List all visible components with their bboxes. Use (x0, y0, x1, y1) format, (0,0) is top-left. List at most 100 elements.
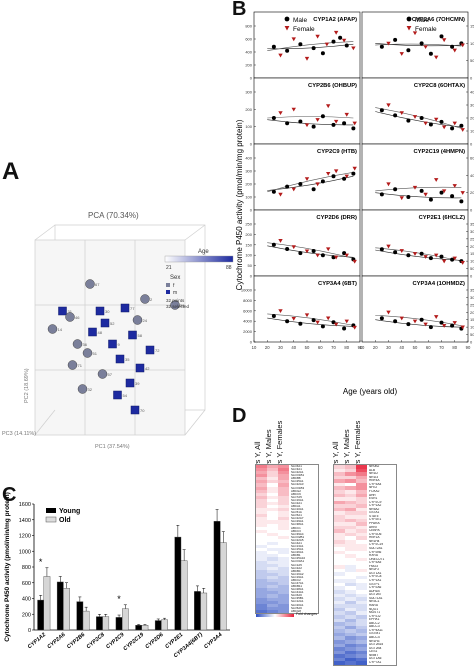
heatmap-cell (267, 545, 278, 549)
fit-line-female (267, 41, 354, 51)
heatmap-cell (356, 654, 367, 658)
heatmap-cell (267, 569, 278, 573)
heatmap-cell (356, 593, 367, 598)
heatmap-cell (256, 471, 267, 475)
female-point (434, 178, 439, 182)
bar-young (56, 581, 64, 631)
heatmap-gene-label: SLC20A1 (291, 603, 304, 607)
heatmap-cell (345, 593, 356, 598)
panel-label-a: A (2, 158, 20, 185)
subplot-y-tick: 3000 (470, 295, 474, 300)
heatmap-cell (278, 603, 289, 607)
heatmap-cell (267, 606, 278, 610)
heatmap-cell (278, 489, 289, 493)
subplot-y-tick: 200 (245, 63, 252, 68)
female-point (352, 325, 357, 330)
heatmap-cell (356, 639, 367, 644)
heatmap-cell (345, 511, 356, 515)
heatmap-gene-label: SLC1A5 (291, 563, 302, 567)
heatmap-cell (356, 625, 367, 630)
scatter-subplot: CYP2A6 (7OHCMN) 0 500 1000 1500 (361, 11, 474, 81)
bar-category-label: CYP1A2 (27, 632, 47, 650)
heatmap-cell (356, 614, 367, 619)
heatmap-cell (334, 475, 345, 480)
male-point (428, 51, 433, 56)
heatmap-cell (256, 603, 267, 607)
male-point (285, 48, 290, 53)
heatmap-cell (345, 468, 356, 473)
heatmap-gene-label: CES1 (369, 650, 378, 654)
scatter-subplot: CYP2E1 (6HCLZ) 0 500 1000 1500 2000 2500 3000 35… (361, 209, 474, 279)
male-point (285, 246, 290, 251)
female-point (351, 46, 356, 51)
scatter-subplot: CYP3A4 (1OHMDZ)0500100015002000250030003… (360, 275, 474, 350)
heatmap-cell (345, 465, 356, 469)
male-point (428, 122, 433, 127)
heatmap-cell (256, 523, 267, 527)
subplot-x-tick: 90 (466, 345, 471, 350)
subplot-title: CYP2D6 (DRR) (316, 215, 357, 221)
heatmap-cell (267, 566, 278, 570)
heatmap-gene-label: SLC44A1 (291, 591, 304, 595)
heatmap-gene-label: SLC22A3 (291, 483, 304, 487)
pca-points: 67 2 59 31 30 77 46 52 24 14 48 58 36 9 72 51 35 71 42 57 39… (47, 279, 185, 415)
legend-age-min: 21 (166, 265, 172, 271)
pca-point-label: 32 (88, 387, 93, 392)
heatmap-gene-label: CYP1A2 (369, 504, 382, 508)
male-point (419, 317, 424, 322)
male-point (393, 113, 398, 118)
male-point (393, 187, 398, 192)
heatmap-cell (356, 572, 367, 576)
heatmap-gene-label: SLC15A1 (291, 548, 304, 552)
heatmap-gene-label: ESR1 (369, 497, 378, 501)
female-point (326, 104, 331, 109)
heatmap-cell (356, 622, 367, 626)
heatmap-cell (267, 517, 278, 521)
bar-young (154, 620, 162, 631)
heatmap-cell (345, 514, 356, 519)
subplot-y-tick: 150 (245, 242, 252, 247)
bar-category-label: CYP2B6 (66, 631, 87, 650)
female-point (412, 115, 418, 119)
legend-sex-title: Sex (170, 275, 180, 281)
subplot-x-tick: 20 (373, 345, 378, 350)
heatmap-cell (278, 557, 289, 561)
heatmap-cell (256, 538, 267, 543)
heatmap-cell (345, 600, 356, 605)
heatmap-gene-label: UGT2B7 (369, 593, 382, 597)
bar-young (213, 521, 221, 631)
heatmap-cell (256, 597, 267, 601)
heatmap-gene-label: NR1I2 (369, 472, 379, 476)
heatmap-cell (278, 582, 289, 586)
heatmap-cell (278, 538, 289, 543)
legend-male-right: Male (415, 17, 429, 24)
heatmap-gene-label: SLC26A1 (291, 551, 304, 555)
heatmap-cell (278, 520, 289, 524)
heatmap-gene-label: SLC29A1 (291, 520, 304, 524)
heatmap-cell (356, 661, 367, 665)
heatmap-gene-label: ARNT (369, 525, 378, 529)
heatmap-gene-label: NNMT (369, 653, 379, 657)
heatmap-gene-label: AHR (369, 493, 376, 497)
scatter-subplot: CYP2C9 (HTB) 0 100 200 300 400 (245, 143, 361, 213)
heatmap-cell (278, 575, 289, 580)
heatmap-cell (345, 497, 356, 501)
male-point (311, 249, 316, 254)
female-point (399, 111, 404, 115)
heatmap-gene-label: NFE2 (369, 486, 378, 490)
heatmap-cell (345, 589, 356, 594)
male-point (459, 123, 464, 128)
subplot-y-tick: 8000 (243, 298, 253, 303)
heatmap-cell (278, 542, 289, 546)
heatmap-gene-label: SLC22A1 (291, 471, 304, 475)
female-point (386, 310, 391, 315)
heatmap-cell (334, 529, 345, 533)
female-point (326, 247, 331, 252)
heatmap-gene-label: SLC5A1 (291, 514, 302, 518)
subplot-y-tick: 200 (245, 107, 252, 112)
heatmap-cell (334, 547, 345, 551)
heatmap-cell (356, 493, 367, 498)
heatmap-cell (334, 632, 345, 637)
significance-marker: * (39, 557, 43, 567)
heatmap-gene-label: NR2F2 (369, 568, 380, 572)
